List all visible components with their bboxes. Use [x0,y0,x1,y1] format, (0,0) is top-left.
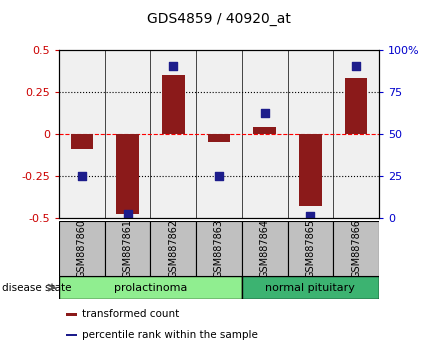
Text: GSM887864: GSM887864 [260,219,270,278]
Bar [287,221,333,276]
Point [353,64,360,69]
Text: GSM887866: GSM887866 [351,219,361,278]
Point [261,110,268,116]
Text: GDS4859 / 40920_at: GDS4859 / 40920_at [147,12,291,27]
Bar [345,78,367,133]
Bar [299,133,322,206]
Text: transformed count: transformed count [82,309,180,319]
Point [215,173,223,178]
Text: GSM887863: GSM887863 [214,219,224,278]
Bar [196,221,242,276]
Point [78,173,85,178]
Bar [59,276,242,299]
Bar [116,133,139,214]
Text: disease state: disease state [2,282,72,293]
Text: percentile rank within the sample: percentile rank within the sample [82,330,258,340]
Bar [66,333,77,336]
Point [307,213,314,219]
Bar [162,75,185,133]
Text: GSM887860: GSM887860 [77,219,87,278]
Bar [71,133,93,149]
Bar [59,221,105,276]
Bar [333,221,379,276]
Text: prolactinoma: prolactinoma [114,282,187,293]
Text: GSM887861: GSM887861 [123,219,133,278]
Bar [208,133,230,142]
Text: GSM887862: GSM887862 [168,219,178,278]
Bar [242,276,379,299]
Bar [66,313,77,315]
Point [124,211,131,216]
Bar [242,221,287,276]
Text: GSM887865: GSM887865 [305,219,315,278]
Bar [253,127,276,133]
Text: normal pituitary: normal pituitary [265,282,355,293]
Bar [105,221,151,276]
Point [170,64,177,69]
Bar [151,221,196,276]
